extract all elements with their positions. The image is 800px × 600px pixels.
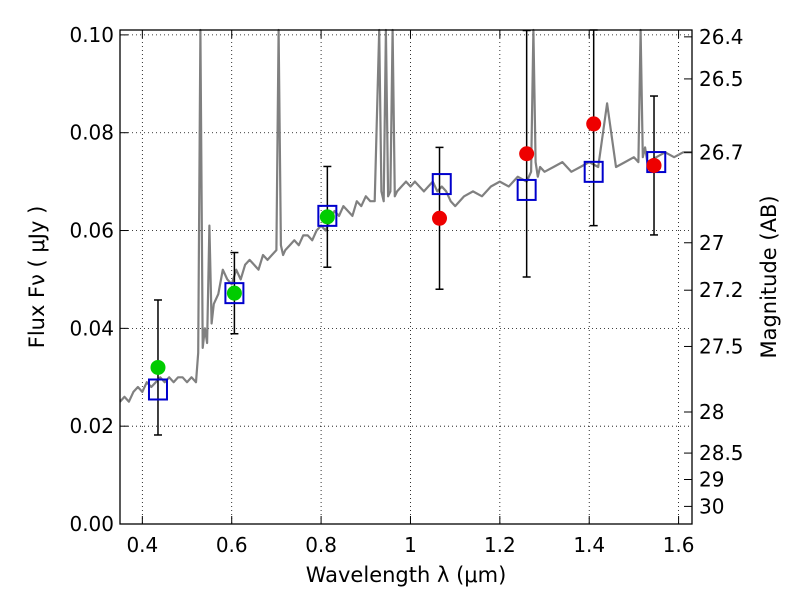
model-photometry-square: [224, 282, 245, 305]
y-tick-label: 0.06: [69, 219, 114, 243]
model-photometry-square: [431, 173, 452, 196]
plot-frame: [119, 29, 693, 525]
y2-tick-label: 26.7: [699, 140, 744, 164]
optical-flux-point: [226, 285, 242, 301]
y2-tick-label: 26.5: [699, 67, 744, 91]
error-bars: [153, 29, 659, 436]
y-tick-label: 0.10: [69, 23, 114, 47]
x-tick-label: 1.2: [484, 533, 516, 557]
x-tick-label: 0.6: [216, 533, 248, 557]
nir-flux-point: [646, 157, 662, 173]
y-axis-title: Flux Fν ( μJy ): [25, 206, 49, 349]
nir-flux-point: [519, 146, 535, 162]
y2-tick-label: 27.2: [699, 278, 744, 302]
y2-axis-title: Magnitude (AB): [757, 195, 781, 358]
model-photometry-markers: [147, 151, 667, 401]
y-tick-label: 0.08: [69, 121, 114, 145]
y2-tick-label: 26.4: [699, 25, 744, 49]
y-tick-label: 0.02: [69, 414, 114, 438]
model-photometry-square: [583, 160, 604, 183]
measured-flux-markers: [150, 116, 662, 375]
y2-tick-label: 29: [699, 467, 724, 491]
y2-tick-label: 30: [699, 494, 724, 518]
y-tick-label: 0.00: [69, 512, 114, 536]
x-tick-label: 0.4: [126, 533, 158, 557]
nir-flux-point: [586, 116, 602, 132]
optical-flux-point: [150, 359, 166, 375]
x-tick-label: 1: [404, 533, 417, 557]
x-tick-label: 1.4: [573, 533, 605, 557]
x-tick-label: 0.8: [305, 533, 337, 557]
x-tick-label: 1.6: [663, 533, 695, 557]
model-photometry-square: [147, 378, 168, 401]
x-axis-title: Wavelength λ (μm): [306, 563, 507, 587]
y2-tick-label: 27: [699, 231, 724, 255]
y2-tick-label: 28.5: [699, 441, 744, 465]
nir-flux-point: [432, 210, 448, 226]
y2-tick-label: 28: [699, 400, 724, 424]
model-spectrum: [119, 28, 692, 403]
axis-ticks: 0.4 0.6 0.8 1 1.2 1.4 1.6 0.00 0.02 0.04 0.06 0.08 0…: [69, 23, 743, 557]
model-photometry-square: [317, 204, 338, 227]
model-photometry-square: [516, 178, 537, 201]
optical-flux-point: [319, 209, 335, 225]
spectrum-line: [119, 28, 692, 403]
y-tick-label: 0.04: [69, 316, 114, 340]
y2-tick-label: 27.5: [699, 334, 744, 358]
